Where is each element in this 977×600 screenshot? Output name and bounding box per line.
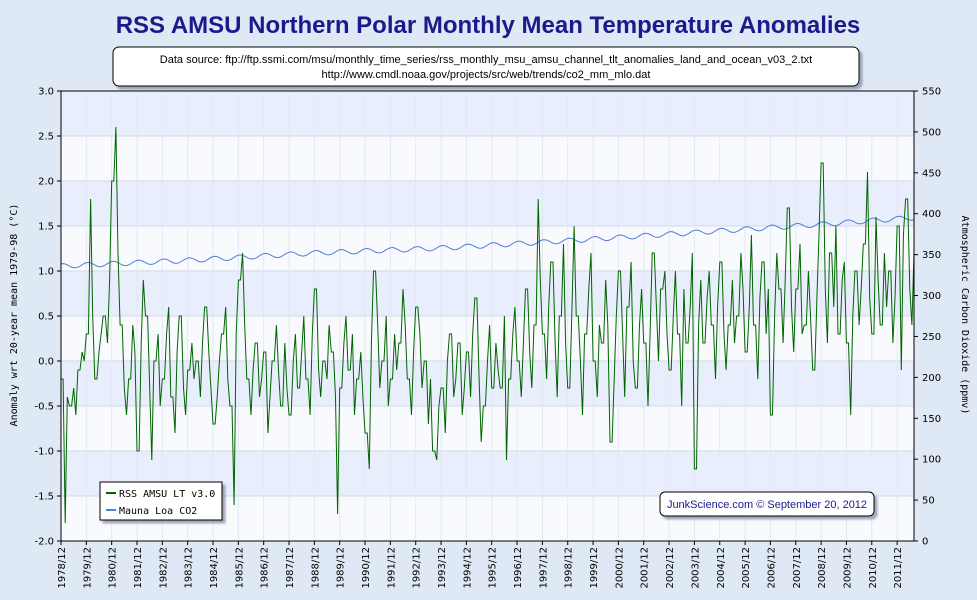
right-tick-label: 0 xyxy=(922,537,928,548)
x-tick-label: 1989/12 xyxy=(336,547,347,589)
right-tick-label: 400 xyxy=(922,209,941,220)
credit-box: JunkScience.com © September 20, 2012 xyxy=(659,491,875,517)
right-axis-label: Atmospheric Carbon Dioxide (ppmv) xyxy=(959,216,970,415)
x-tick-label: 1997/12 xyxy=(538,547,549,589)
right-tick-label: 300 xyxy=(922,291,941,302)
plot-band xyxy=(61,406,914,451)
right-tick-label: 450 xyxy=(922,168,941,179)
temperature-series xyxy=(61,126,915,524)
x-tick-label: 1985/12 xyxy=(234,547,245,589)
left-tick-label: 2.0 xyxy=(38,177,54,188)
left-tick-label: 0.0 xyxy=(38,357,54,368)
x-tick-label: 1993/12 xyxy=(437,547,448,589)
chart-title: RSS AMSU Northern Polar Monthly Mean Tem… xyxy=(116,12,861,39)
right-tick-label: 550 xyxy=(922,87,941,98)
x-axis-ticks: 1978/12 1979/12 1980/12 1981/12 1982/12 1983/… xyxy=(57,541,904,589)
left-tick-label: 2.5 xyxy=(38,132,54,143)
x-tick-label: 2007/12 xyxy=(792,547,803,589)
x-tick-label: 1986/12 xyxy=(260,547,271,589)
left-tick-label: 3.0 xyxy=(38,87,54,98)
left-tick-label: -1.5 xyxy=(34,492,54,503)
right-tick-label: 350 xyxy=(922,250,941,261)
x-tick-label: 2010/12 xyxy=(868,547,879,589)
x-tick-label: 1996/12 xyxy=(513,547,524,589)
source-line-2: http://www.cmdl.noaa.gov/projects/src/we… xyxy=(322,69,651,81)
x-tick-label: 1991/12 xyxy=(386,547,397,589)
x-tick-label: 2001/12 xyxy=(640,547,651,589)
x-tick-label: 2000/12 xyxy=(614,547,625,589)
x-tick-label: 1988/12 xyxy=(310,547,321,589)
x-tick-label: 2005/12 xyxy=(741,547,752,589)
x-tick-label: 1984/12 xyxy=(209,547,220,589)
x-tick-label: 2008/12 xyxy=(817,547,828,589)
x-tick-label: 2009/12 xyxy=(842,547,853,589)
plot-band xyxy=(61,181,914,226)
x-tick-label: 1992/12 xyxy=(412,547,423,589)
left-tick-label: -1.0 xyxy=(34,447,54,458)
x-tick-label: 2004/12 xyxy=(716,547,727,589)
source-line-1: Data source: ftp://ftp.ssmi.com/msu/mont… xyxy=(160,54,812,66)
source-box: Data source: ftp://ftp.ssmi.com/msu/mont… xyxy=(112,46,860,87)
right-tick-label: 250 xyxy=(922,332,941,343)
left-tick-label: 0.5 xyxy=(38,312,54,323)
x-tick-label: 1995/12 xyxy=(488,547,499,589)
right-tick-label: 200 xyxy=(922,373,941,384)
x-tick-label: 1994/12 xyxy=(462,547,473,589)
right-tick-label: 150 xyxy=(922,414,941,425)
left-tick-label: -0.5 xyxy=(34,402,54,413)
x-tick-label: 1982/12 xyxy=(158,547,169,589)
left-tick-label: 1.5 xyxy=(38,222,54,233)
temperature-line xyxy=(61,126,915,524)
x-tick-label: 1998/12 xyxy=(564,547,575,589)
legend-label-co2: Mauna Loa CO2 xyxy=(119,506,197,517)
co2-series xyxy=(60,215,915,269)
plot-band xyxy=(61,226,914,271)
x-tick-label: 1990/12 xyxy=(361,547,372,589)
x-tick-label: 1979/12 xyxy=(82,547,93,589)
legend-box xyxy=(99,481,223,521)
left-tick-label: 1.0 xyxy=(38,267,54,278)
left-axis-label: Anomaly wrt 20-year mean 1979-98 (°C) xyxy=(9,204,20,427)
x-tick-label: 2003/12 xyxy=(690,547,701,589)
x-tick-label: 1978/12 xyxy=(57,547,68,589)
co2-line xyxy=(60,215,915,269)
x-tick-label: 1999/12 xyxy=(589,547,600,589)
x-tick-label: 1981/12 xyxy=(133,547,144,589)
x-tick-label: 2002/12 xyxy=(665,547,676,589)
right-tick-label: 500 xyxy=(922,127,941,138)
x-tick-label: 1987/12 xyxy=(285,547,296,589)
x-tick-label: 1983/12 xyxy=(184,547,195,589)
legend-label-temperature: RSS AMSU LT v3.0 xyxy=(119,489,215,500)
right-tick-label: 50 xyxy=(922,496,935,507)
x-tick-label: 2011/12 xyxy=(893,547,904,589)
plot-band xyxy=(61,91,914,136)
x-tick-label: 1980/12 xyxy=(108,547,119,589)
plot-band xyxy=(61,271,914,316)
right-tick-label: 100 xyxy=(922,455,941,466)
left-tick-label: -2.0 xyxy=(34,537,54,548)
left-axis-ticks: 3.0 2.5 2.0 1.5 1.0 0.5 0.0 -0.5 -1.0 -1.5 -2.0 xyxy=(34,87,61,548)
x-tick-label: 2006/12 xyxy=(766,547,777,589)
legend: RSS AMSU LT v3.0 Mauna Loa CO2 xyxy=(99,481,223,521)
credit-text: JunkScience.com © September 20, 2012 xyxy=(667,499,867,511)
plot-band xyxy=(61,136,914,181)
